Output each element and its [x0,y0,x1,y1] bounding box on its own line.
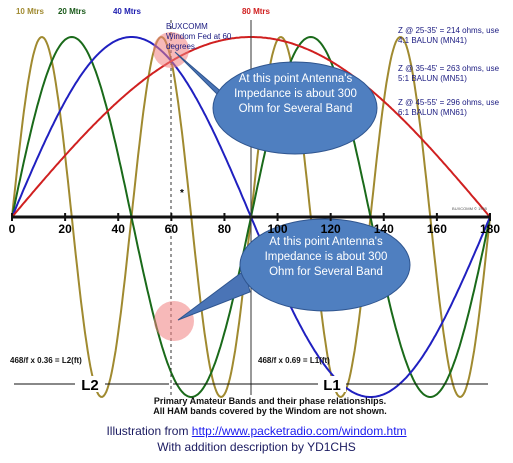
tick-label: 20 [58,222,72,236]
impedance-note: Z @ 45-55' = 296 ohms, use 6:1 BALUN (MN… [398,98,500,117]
tick-label: 0 [9,222,16,236]
ticks: 0 20 40 60 80 100 120 140 160 180 [9,213,500,236]
label-bg [318,376,346,392]
callout-text: At this point Antenna's Impedance is abo… [264,236,388,278]
label-bg [75,376,105,392]
caption: Primary Amateur Bands and their phase re… [154,396,386,406]
tick-label: 80 [218,222,232,236]
callout-pointer [177,269,251,321]
copyright: BUXCOMM © 1995 [452,206,488,211]
band-label: 20 Mtrs [58,7,87,16]
tick-label: 120 [321,222,341,236]
credit: Illustration from http://www.packetradio… [0,424,513,438]
formula: 468/f x 0.36 = L2(ft) [10,356,82,365]
impedance-note: Z @ 25-35' = 214 ohms, use 4:1 BALUN (MN… [398,26,500,45]
band-label: 10 Mtrs [16,7,45,16]
tick-label: 160 [427,222,447,236]
link[interactable]: http://www.packetradio.com/windom.htm [191,424,407,438]
credit: With addition description by YD1CHS [157,440,356,454]
feed-note: BUXCOMM Windom Fed at 60 degrees. [166,22,232,51]
tick-label: 60 [165,222,179,236]
highlight [154,301,194,341]
length-label: L2 [81,377,99,394]
impedance-note: Z @ 35-45' = 263 ohms, use 5:1 BALUN (MN… [398,64,500,83]
formula: 468/f x 0.69 = L1(ft) [258,356,330,365]
tick-label: 100 [268,222,288,236]
credit-text: Illustration from [106,424,192,438]
band-label: 80 Mtrs [242,7,271,16]
caption: All HAM bands covered by the Windom are … [153,406,386,416]
length-label: L1 [323,377,341,394]
highlight [153,32,189,68]
marker: * [180,188,184,199]
callout [239,218,411,312]
tick-label: 140 [374,222,394,236]
callout-text: At this point Antenna's Impedance is abo… [234,73,357,115]
tick-label: 180 [480,222,500,236]
band-label: 40 Mtrs [113,7,142,16]
tick-label: 40 [112,222,126,236]
callout [212,61,378,155]
